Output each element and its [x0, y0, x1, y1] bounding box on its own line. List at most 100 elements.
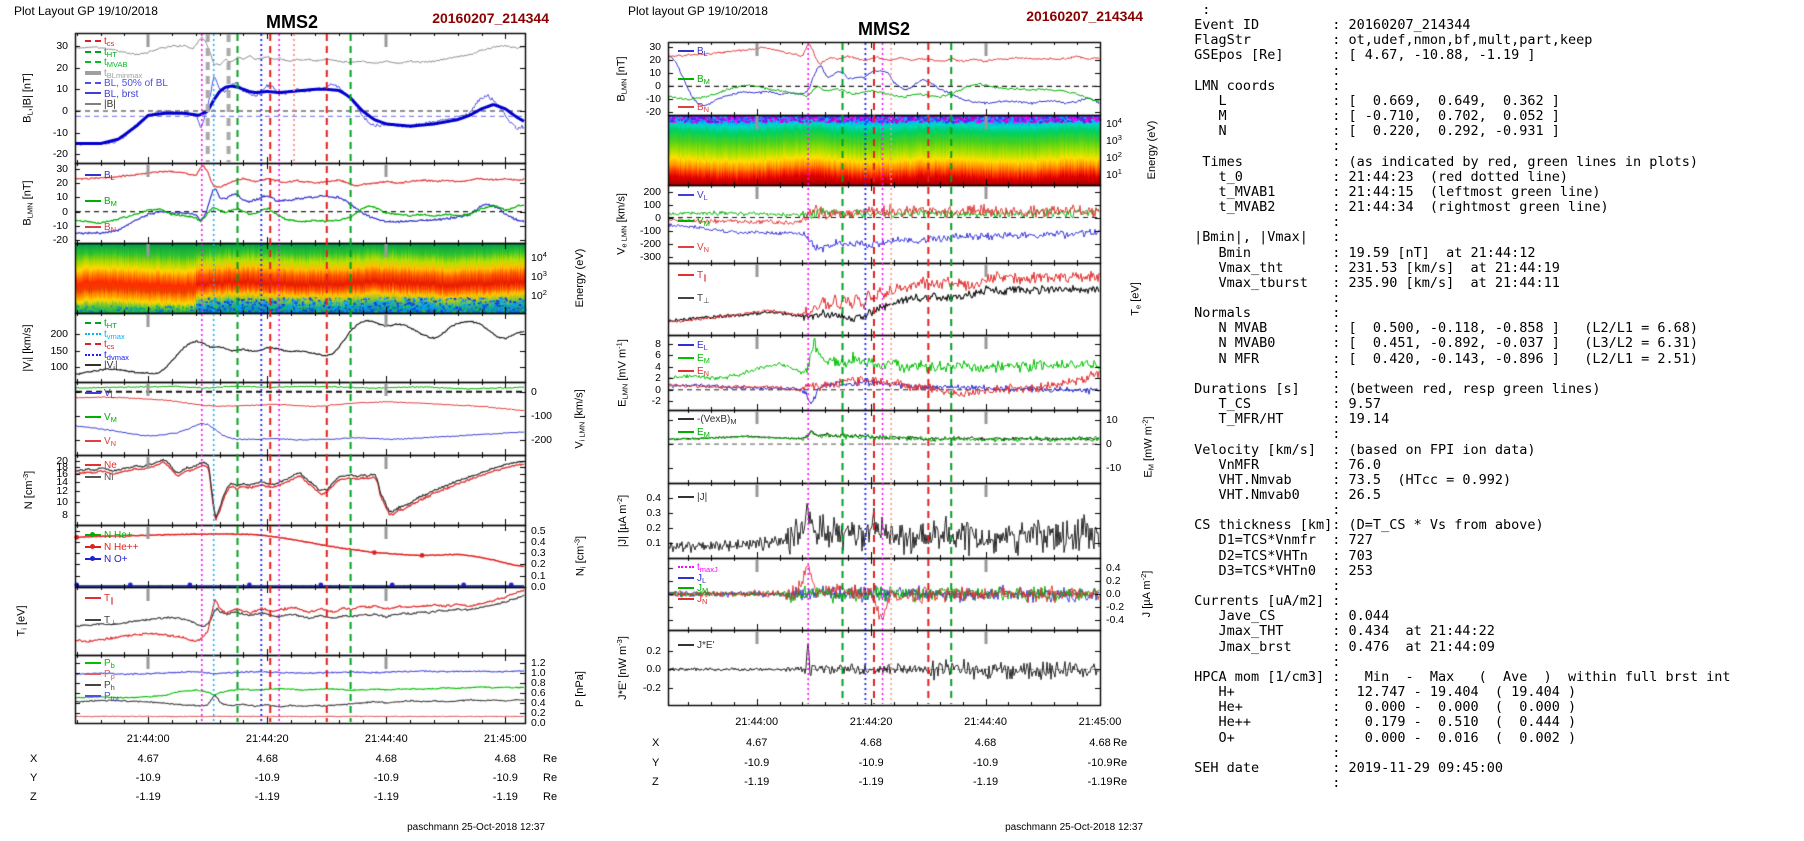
figure1-plot-layout-header: Plot Layout GP 19/10/2018 — [14, 4, 158, 18]
legend-line-swatch — [678, 495, 694, 498]
axis-label: EM [mW m-2] — [1140, 415, 1156, 478]
legend-line-swatch — [85, 463, 101, 466]
xtick-time-label: 21:44:00 — [126, 733, 170, 745]
legend-line-swatch — [85, 92, 101, 94]
legend-line-swatch — [85, 556, 101, 561]
legend-line-swatch — [678, 246, 694, 248]
legend-line-swatch — [678, 194, 694, 196]
legend-item: T∥ — [678, 270, 707, 282]
legend-line-swatch — [85, 619, 101, 621]
legend-label: JL — [697, 572, 707, 585]
position-table-unit: Re — [543, 791, 558, 803]
legend-item: -(VexB)M — [678, 414, 737, 426]
figure1-spacecraft-title: MMS2 — [265, 12, 319, 32]
ytick-label: 1.0 — [531, 666, 546, 679]
position-table-cell: 4.68 — [860, 737, 882, 749]
ytick-label: 103 — [1106, 133, 1122, 148]
legend-item: EL — [678, 340, 708, 352]
legend-item: tHT — [85, 318, 117, 330]
legend-line-swatch — [678, 50, 694, 52]
ytick-label: 20 — [56, 61, 68, 74]
ytick-label: 0.0 — [646, 663, 661, 676]
position-table-row-label: X — [30, 753, 38, 765]
legend-item: BN — [85, 222, 116, 234]
legend-label: |Vi| — [104, 360, 118, 372]
legend-label: VL — [697, 190, 708, 202]
axis-label: J*E' [nW m-3] — [615, 635, 629, 700]
axis-label: P [nPa] — [574, 671, 586, 707]
xtick-time-label: 21:45:00 — [1078, 716, 1122, 728]
legend-item: J*E' — [678, 640, 714, 651]
ytick-label: 12 — [56, 485, 68, 498]
legend-item: EM — [678, 353, 710, 365]
legend-item: Ptot — [85, 691, 119, 703]
legend-item: tvmax — [85, 329, 125, 341]
legend-item: JM — [678, 583, 708, 595]
axis-label: Ve LMN [km/s] — [615, 193, 629, 255]
ytick-label: -2 — [651, 395, 661, 408]
legend-line-swatch — [678, 357, 694, 359]
ytick-label: 0.4 — [531, 535, 546, 548]
legend-item: N He++ — [85, 542, 138, 553]
ytick-label: 0.3 — [531, 547, 546, 560]
legend-line-swatch — [678, 587, 694, 589]
ytick-label: -10 — [645, 93, 661, 106]
legend-label: EL — [697, 340, 708, 352]
xtick-time-label: 21:45:00 — [483, 733, 527, 745]
ytick-label: 0 — [655, 211, 661, 224]
position-table-unit: Re — [1113, 776, 1128, 788]
ytick-label: 0.4 — [531, 696, 546, 709]
legend-line-swatch — [678, 106, 694, 108]
ytick-label: -20 — [52, 148, 68, 161]
ytick-label: 102 — [531, 287, 547, 302]
ytick-label: 30 — [56, 40, 68, 52]
ytick-label: 0.8 — [531, 676, 546, 689]
ytick-label: 0.1 — [531, 569, 546, 582]
legend-label: tHT — [104, 46, 117, 59]
position-table-cell: 4.68 — [974, 737, 997, 749]
legend-label: EM — [697, 353, 710, 365]
legend-label: tBLminmax — [104, 67, 143, 80]
position-table-cell: 4.68 — [375, 753, 398, 765]
legend-item: tcs — [85, 36, 114, 48]
legend-line-swatch — [85, 200, 101, 202]
legend-line-swatch — [678, 370, 694, 372]
legend-item: VM — [678, 216, 710, 228]
legend-item: tMVAB — [85, 57, 127, 69]
ytick-label: 14 — [56, 475, 68, 488]
ytick-label: 20 — [649, 54, 661, 67]
legend-line-swatch — [85, 544, 101, 549]
legend-label: N He++ — [104, 542, 139, 553]
legend-item: Pp — [85, 669, 115, 681]
ytick-label: -10 — [52, 219, 68, 232]
legend-line-swatch — [85, 174, 101, 176]
ytick-label: 150 — [50, 344, 68, 357]
info-panel-text: : Event ID : 20160207_214344 FlagStr : o… — [1194, 2, 1731, 791]
legend-label: BL, 50% of BL — [104, 78, 168, 89]
ytick-label: 0.2 — [646, 522, 661, 534]
legend-item: EN — [678, 366, 709, 378]
legend-label: Ptot — [104, 691, 120, 703]
position-table-cell: -10.9 — [1087, 757, 1113, 769]
legend-item: VL — [85, 388, 115, 400]
xtick-time-label: 21:44:40 — [364, 733, 408, 745]
ytick-label: 102 — [1106, 150, 1122, 164]
figure2-plot-layout-header: Plot layout GP 19/10/2018 — [628, 4, 768, 18]
ytick-label: -300 — [639, 250, 661, 263]
position-table-cell: -10.9 — [492, 772, 518, 784]
legend-label: tvmax — [104, 328, 125, 341]
position-table-unit: Re — [543, 772, 558, 784]
legend-marker-dot — [90, 544, 95, 549]
legend-item: BL, brst — [85, 89, 138, 100]
xtick-time-label: 21:44:00 — [735, 716, 779, 728]
legend-item: |J| — [678, 492, 707, 503]
legend-item: VN — [85, 436, 116, 448]
legend-item: T∥ — [85, 593, 114, 605]
ytick-label: 104 — [1106, 116, 1122, 131]
ytick-label: 8 — [655, 337, 661, 350]
legend-label: EN — [697, 366, 710, 378]
legend-marker-dot — [90, 556, 95, 561]
legend-marker-dot — [90, 532, 95, 537]
